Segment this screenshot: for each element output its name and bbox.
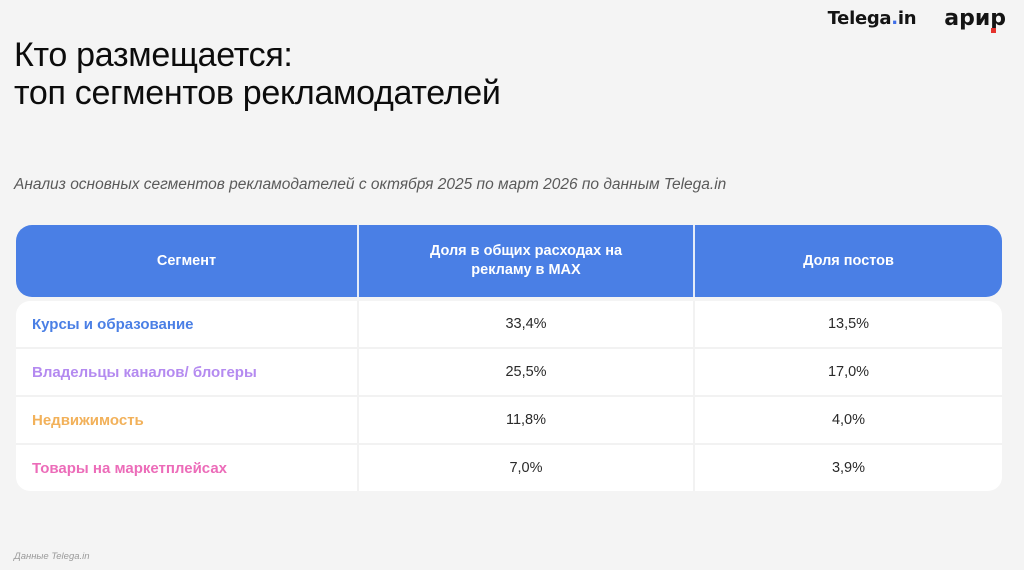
spend-share-cell: 25,5% bbox=[359, 349, 695, 395]
posts-share-cell: 3,9% bbox=[831, 460, 866, 476]
title-line-1: Кто размещается: bbox=[14, 36, 293, 74]
table-header: Сегмент Доля в общих расходах на рекламу… bbox=[16, 225, 1002, 297]
spend-share-cell: 7,0% bbox=[359, 445, 695, 491]
table-row: Недвижимость 11,8% 4,0% bbox=[16, 397, 1002, 445]
arir-accent-square bbox=[991, 28, 996, 33]
table-body: Курсы и образование 33,4% 13,5% Владельц… bbox=[16, 301, 1002, 491]
page-title: Кто размещается: топ сегментов рекламода… bbox=[14, 36, 501, 112]
table-row: Курсы и образование 33,4% 13,5% bbox=[16, 301, 1002, 349]
telega-logo-dot: . bbox=[891, 8, 898, 29]
segment-cell: Товары на маркетплейсах bbox=[16, 445, 359, 491]
posts-share-cell: 17,0% bbox=[827, 364, 870, 380]
subtitle: Анализ основных сегментов рекламодателей… bbox=[14, 176, 727, 193]
column-header-posts-share: Доля постов bbox=[695, 225, 1002, 297]
posts-share-cell: 13,5% bbox=[827, 316, 870, 332]
telega-logo-suffix: in bbox=[897, 8, 917, 29]
telega-logo-text: Telega bbox=[827, 8, 892, 29]
spend-share-cell: 33,4% bbox=[359, 301, 695, 347]
arir-logo: арир bbox=[944, 6, 1006, 33]
source-footnote: Данные Telega.in bbox=[14, 551, 90, 562]
title-line-2: топ сегментов рекламодателей bbox=[14, 74, 501, 112]
telega-logo: Telega.in bbox=[828, 8, 917, 29]
table-row: Владельцы каналов/ блогеры 25,5% 17,0% bbox=[16, 349, 1002, 397]
segment-cell: Курсы и образование bbox=[16, 301, 359, 347]
segments-table: Сегмент Доля в общих расходах на рекламу… bbox=[16, 225, 1002, 491]
arir-logo-text: арир bbox=[944, 6, 1006, 31]
segment-cell: Владельцы каналов/ блогеры bbox=[16, 349, 359, 395]
logos: Telega.in арир bbox=[828, 6, 1006, 33]
segment-cell: Недвижимость bbox=[16, 397, 359, 443]
column-header-spend-share: Доля в общих расходах на рекламу в MAX bbox=[359, 225, 695, 297]
column-header-segment: Сегмент bbox=[16, 225, 359, 297]
spend-share-cell: 11,8% bbox=[359, 397, 695, 443]
table-row: Товары на маркетплейсах 7,0% 3,9% bbox=[16, 445, 1002, 491]
posts-share-cell: 4,0% bbox=[831, 412, 866, 428]
